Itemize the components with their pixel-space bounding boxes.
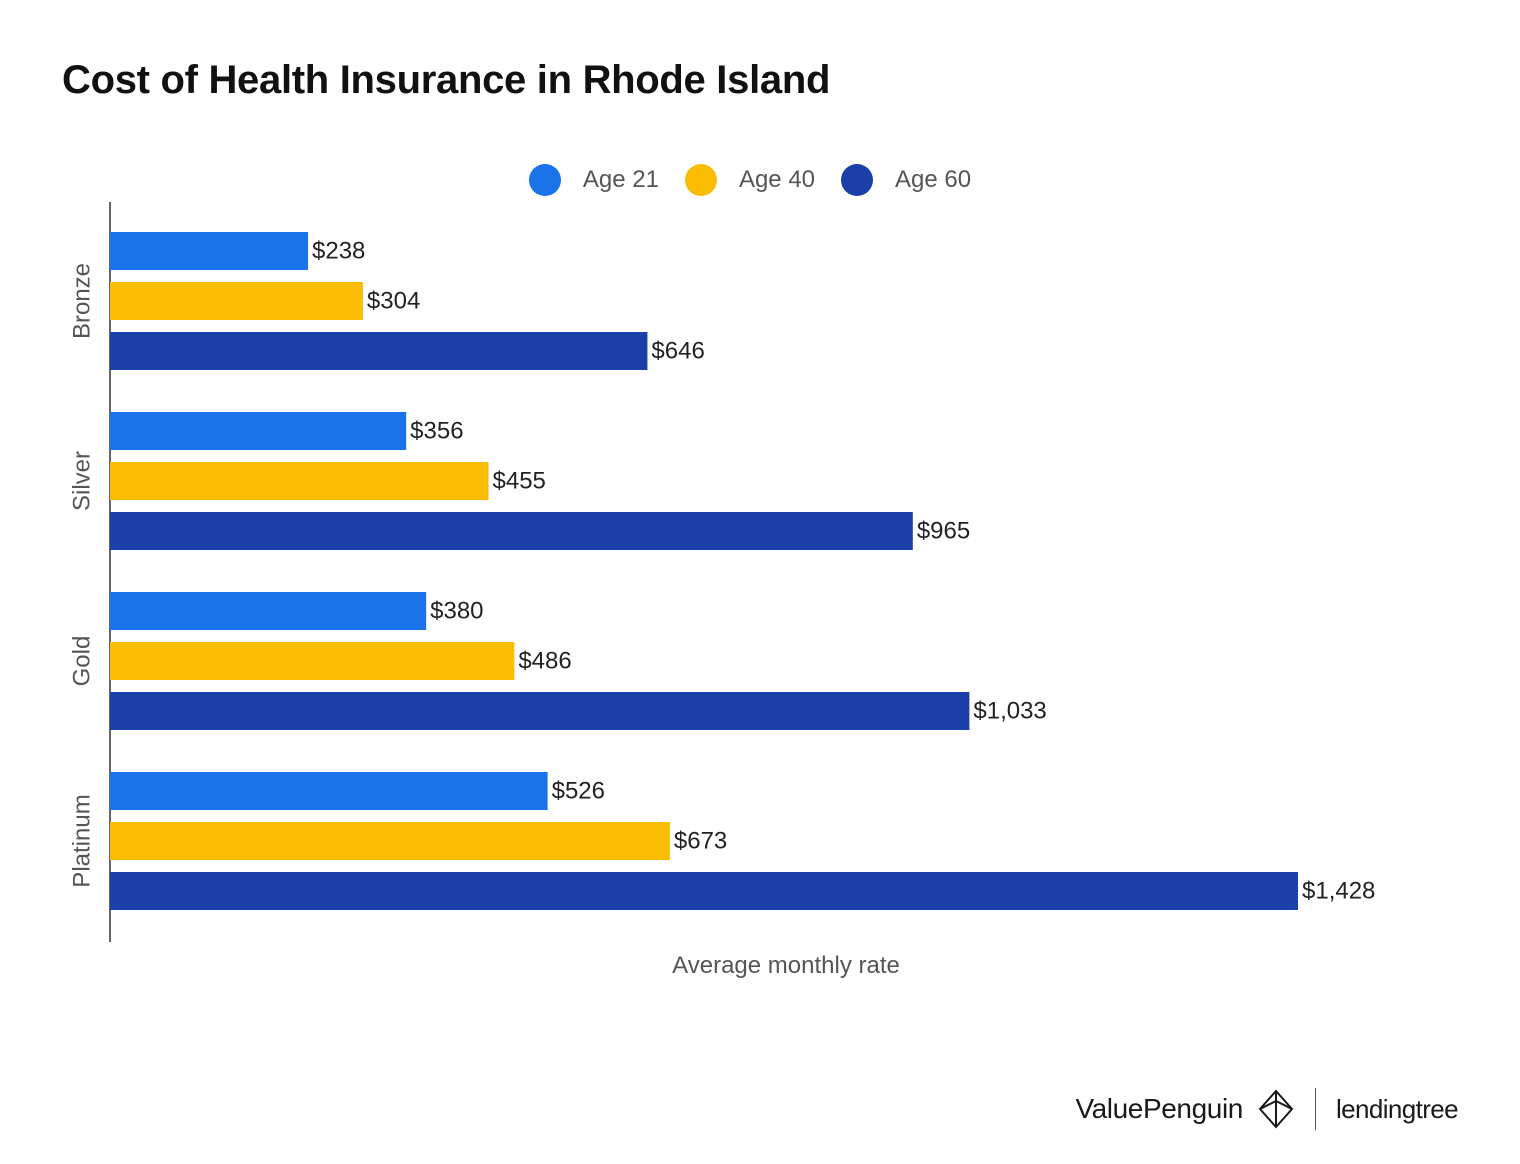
logo-divider bbox=[1314, 1088, 1316, 1130]
category-label: Gold bbox=[69, 636, 96, 687]
lendingtree-logo-text: lendingtree bbox=[1335, 1093, 1459, 1124]
bar-value-label: $526 bbox=[552, 778, 605, 805]
bar bbox=[110, 872, 1298, 910]
legend-swatch bbox=[684, 164, 717, 196]
valuepenguin-logo-text: ValuePenguin bbox=[1075, 1093, 1243, 1124]
bar bbox=[110, 592, 427, 630]
bar-value-label: $356 bbox=[410, 418, 463, 445]
category-label: Bronze bbox=[69, 263, 96, 339]
bar-value-label: $646 bbox=[651, 338, 704, 365]
legend-label: Age 40 bbox=[738, 166, 816, 193]
valuepenguin-icon bbox=[1258, 1089, 1294, 1129]
bar-value-label: $965 bbox=[917, 518, 970, 545]
bar bbox=[110, 232, 308, 270]
bar bbox=[110, 822, 670, 860]
bar-value-label: $455 bbox=[493, 468, 546, 495]
bar bbox=[110, 282, 363, 320]
bar-value-label: $1,428 bbox=[1302, 878, 1375, 905]
bar-value-label: $673 bbox=[674, 828, 727, 855]
legend-swatch bbox=[841, 164, 874, 196]
category-label: Silver bbox=[69, 451, 96, 511]
chart-title: Cost of Health Insurance in Rhode Island bbox=[62, 58, 831, 102]
bar-value-label: $486 bbox=[518, 648, 571, 675]
legend-item: Age 60 bbox=[841, 164, 971, 196]
bar-value-label: $1,033 bbox=[973, 698, 1046, 725]
bar bbox=[110, 512, 913, 550]
legend-label: Age 60 bbox=[895, 166, 972, 193]
bar bbox=[110, 332, 648, 370]
legend: Age 21 Age 40 Age 60 bbox=[0, 160, 1500, 200]
bar bbox=[110, 642, 515, 680]
legend-item: Age 40 bbox=[684, 164, 816, 196]
legend-item: Age 21 bbox=[528, 164, 659, 196]
bar bbox=[110, 412, 407, 450]
legend-swatch bbox=[528, 164, 561, 196]
bar bbox=[110, 772, 548, 810]
legend-label: Age 21 bbox=[582, 166, 659, 193]
bar-value-label: $238 bbox=[312, 238, 365, 265]
bar bbox=[110, 692, 970, 730]
bar-value-label: $304 bbox=[367, 288, 420, 315]
bar bbox=[110, 462, 489, 500]
x-axis-title: Average monthly rate bbox=[672, 952, 900, 979]
footer-logos: ValuePenguin lendingtree bbox=[1075, 1088, 1459, 1130]
category-label: Platinum bbox=[69, 794, 96, 887]
bar-value-label: $380 bbox=[430, 598, 483, 625]
